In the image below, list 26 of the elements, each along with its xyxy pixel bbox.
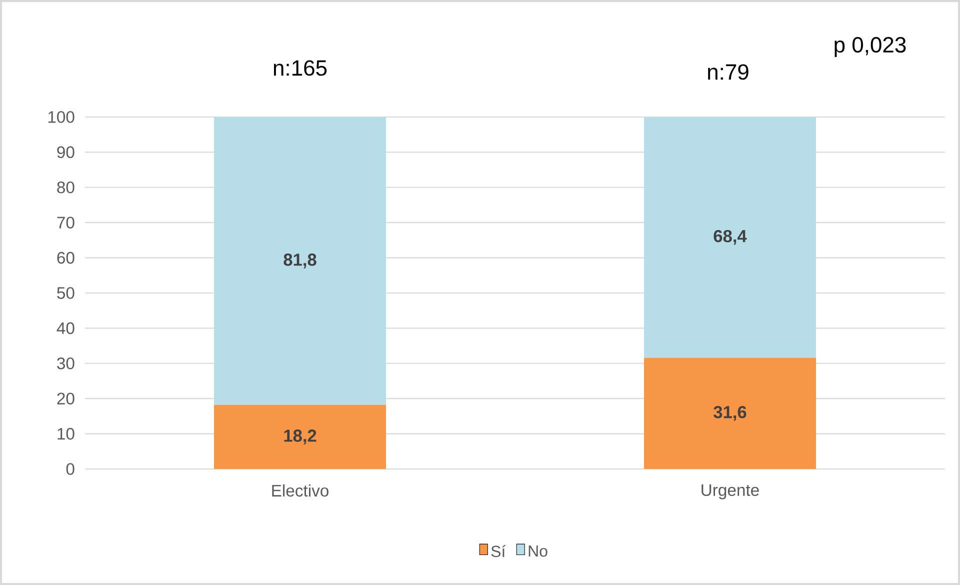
y-tick-label: 70	[57, 216, 74, 228]
x-tick-label: Urgente	[702, 484, 759, 500]
bar	[214, 116, 386, 405]
bar	[644, 116, 816, 358]
bar	[644, 358, 816, 469]
y-tick-label: 40	[56, 322, 74, 334]
y-tick-label: 90	[57, 146, 74, 158]
y-tick-label: 10	[58, 428, 74, 440]
y-tick-label: 100	[48, 111, 74, 123]
y-tick-label: 60	[57, 252, 74, 264]
text: p 0,023	[834, 37, 906, 57]
text: n:79	[708, 64, 748, 80]
data-label: 31,6	[714, 406, 746, 421]
legend-label: No	[528, 546, 548, 557]
bar	[214, 404, 386, 469]
y-tick-label: 50	[57, 287, 74, 299]
text: n:165	[274, 60, 327, 76]
y-tick-label: 0	[66, 463, 74, 475]
y-tick-label: 20	[57, 392, 74, 404]
data-label: 81,8	[284, 254, 316, 268]
legend-label: Sí	[491, 545, 506, 558]
y-tick-label: 80	[57, 182, 74, 194]
y-tick-label: 30	[57, 358, 74, 370]
x-tick-label: Electivo	[272, 484, 328, 497]
data-label: 68,4	[714, 230, 747, 245]
data-label: 18,2	[284, 430, 316, 444]
